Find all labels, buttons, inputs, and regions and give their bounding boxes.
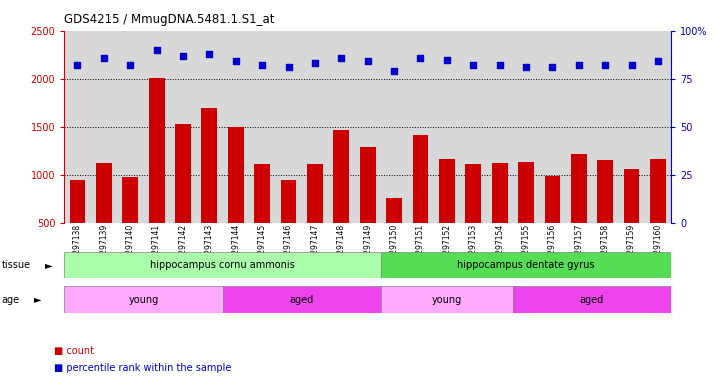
Bar bbox=[545, 176, 560, 223]
Bar bbox=[175, 124, 191, 223]
Bar bbox=[598, 161, 613, 223]
Point bbox=[362, 58, 373, 65]
Bar bbox=[381, 252, 671, 278]
Point bbox=[71, 62, 83, 68]
Bar bbox=[96, 163, 112, 223]
Point bbox=[309, 60, 321, 66]
Point bbox=[388, 68, 400, 74]
Point bbox=[521, 64, 532, 70]
Text: GDS4215 / MmugDNA.5481.1.S1_at: GDS4215 / MmugDNA.5481.1.S1_at bbox=[64, 13, 275, 26]
Bar bbox=[439, 159, 455, 223]
Point bbox=[230, 58, 241, 65]
Point bbox=[573, 62, 585, 68]
Text: ►: ► bbox=[34, 295, 42, 305]
Bar bbox=[201, 108, 217, 223]
Point bbox=[203, 51, 215, 57]
Bar bbox=[333, 130, 349, 223]
Bar bbox=[381, 286, 513, 313]
Bar bbox=[254, 164, 270, 223]
Point bbox=[494, 62, 506, 68]
Point bbox=[441, 56, 453, 63]
Bar bbox=[149, 78, 164, 223]
Bar bbox=[64, 252, 381, 278]
Bar bbox=[571, 154, 587, 223]
Bar bbox=[386, 198, 402, 223]
Bar bbox=[69, 180, 86, 223]
Bar bbox=[122, 177, 138, 223]
Point bbox=[626, 62, 638, 68]
Bar bbox=[228, 127, 243, 223]
Text: hippocampus dentate gyrus: hippocampus dentate gyrus bbox=[457, 260, 595, 270]
Point bbox=[468, 62, 479, 68]
Bar bbox=[281, 180, 296, 223]
Bar bbox=[623, 169, 640, 223]
Text: tissue: tissue bbox=[1, 260, 31, 270]
Point bbox=[98, 55, 109, 61]
Text: young: young bbox=[432, 295, 462, 305]
Text: hippocampus cornu ammonis: hippocampus cornu ammonis bbox=[150, 260, 295, 270]
Point bbox=[151, 47, 162, 53]
Bar bbox=[518, 162, 534, 223]
Point bbox=[415, 55, 426, 61]
Point bbox=[177, 53, 188, 59]
Bar bbox=[307, 164, 323, 223]
Text: aged: aged bbox=[580, 295, 604, 305]
Bar bbox=[64, 286, 223, 313]
Text: ►: ► bbox=[45, 260, 53, 270]
Point bbox=[547, 64, 558, 70]
Bar bbox=[492, 163, 508, 223]
Bar bbox=[360, 147, 376, 223]
Point bbox=[124, 62, 136, 68]
Point bbox=[653, 58, 664, 65]
Point bbox=[283, 64, 294, 70]
Bar bbox=[513, 286, 671, 313]
Text: young: young bbox=[129, 295, 159, 305]
Bar bbox=[223, 286, 381, 313]
Bar bbox=[413, 136, 428, 223]
Text: age: age bbox=[1, 295, 19, 305]
Text: ■ count: ■ count bbox=[54, 346, 94, 356]
Point bbox=[600, 62, 611, 68]
Point bbox=[336, 55, 347, 61]
Text: ■ percentile rank within the sample: ■ percentile rank within the sample bbox=[54, 363, 231, 373]
Bar bbox=[466, 164, 481, 223]
Point bbox=[256, 62, 268, 68]
Bar bbox=[650, 159, 666, 223]
Text: aged: aged bbox=[290, 295, 314, 305]
